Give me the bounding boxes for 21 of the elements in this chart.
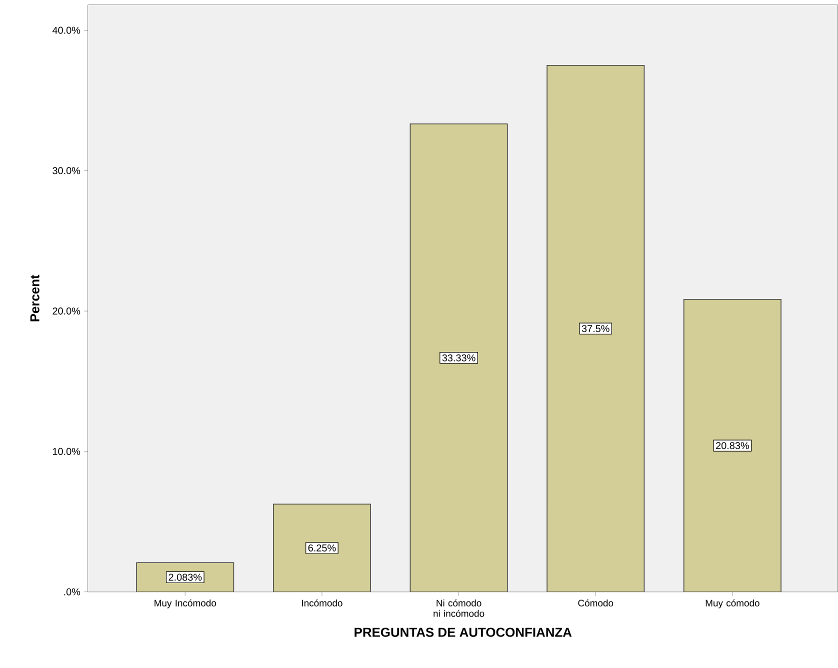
data-label: 33.33%	[442, 354, 476, 362]
x-tick-label: Muy Incómodo	[154, 599, 216, 608]
bar	[272, 504, 371, 592]
bar	[683, 299, 782, 592]
x-tick-label: Muy cómodo	[706, 599, 760, 608]
bar	[410, 124, 508, 592]
data-label: 37.5%	[582, 325, 610, 332]
x-tick-label: Ni cómodo ni incómodo	[434, 599, 484, 617]
y-axis-title: Percent	[30, 274, 40, 322]
x-tick-label: Incómodo	[302, 599, 342, 607]
y-tick-label: 20.0%	[52, 308, 80, 315]
y-tick-label: .0%	[64, 588, 80, 596]
data-label: 20.83%	[716, 442, 749, 450]
y-tick-label: 30.0%	[52, 167, 80, 174]
bar	[547, 65, 644, 592]
data-label: 2.083%	[168, 574, 202, 581]
x-tick-label: Cómodo	[578, 599, 614, 607]
y-tick-label: 40.0%	[52, 26, 80, 34]
y-tick-label: 10.0%	[52, 448, 80, 456]
data-label: 6.25%	[308, 544, 336, 552]
x-axis-title: PREGUNTAS DE AUTOCONFIANZA	[354, 628, 572, 637]
